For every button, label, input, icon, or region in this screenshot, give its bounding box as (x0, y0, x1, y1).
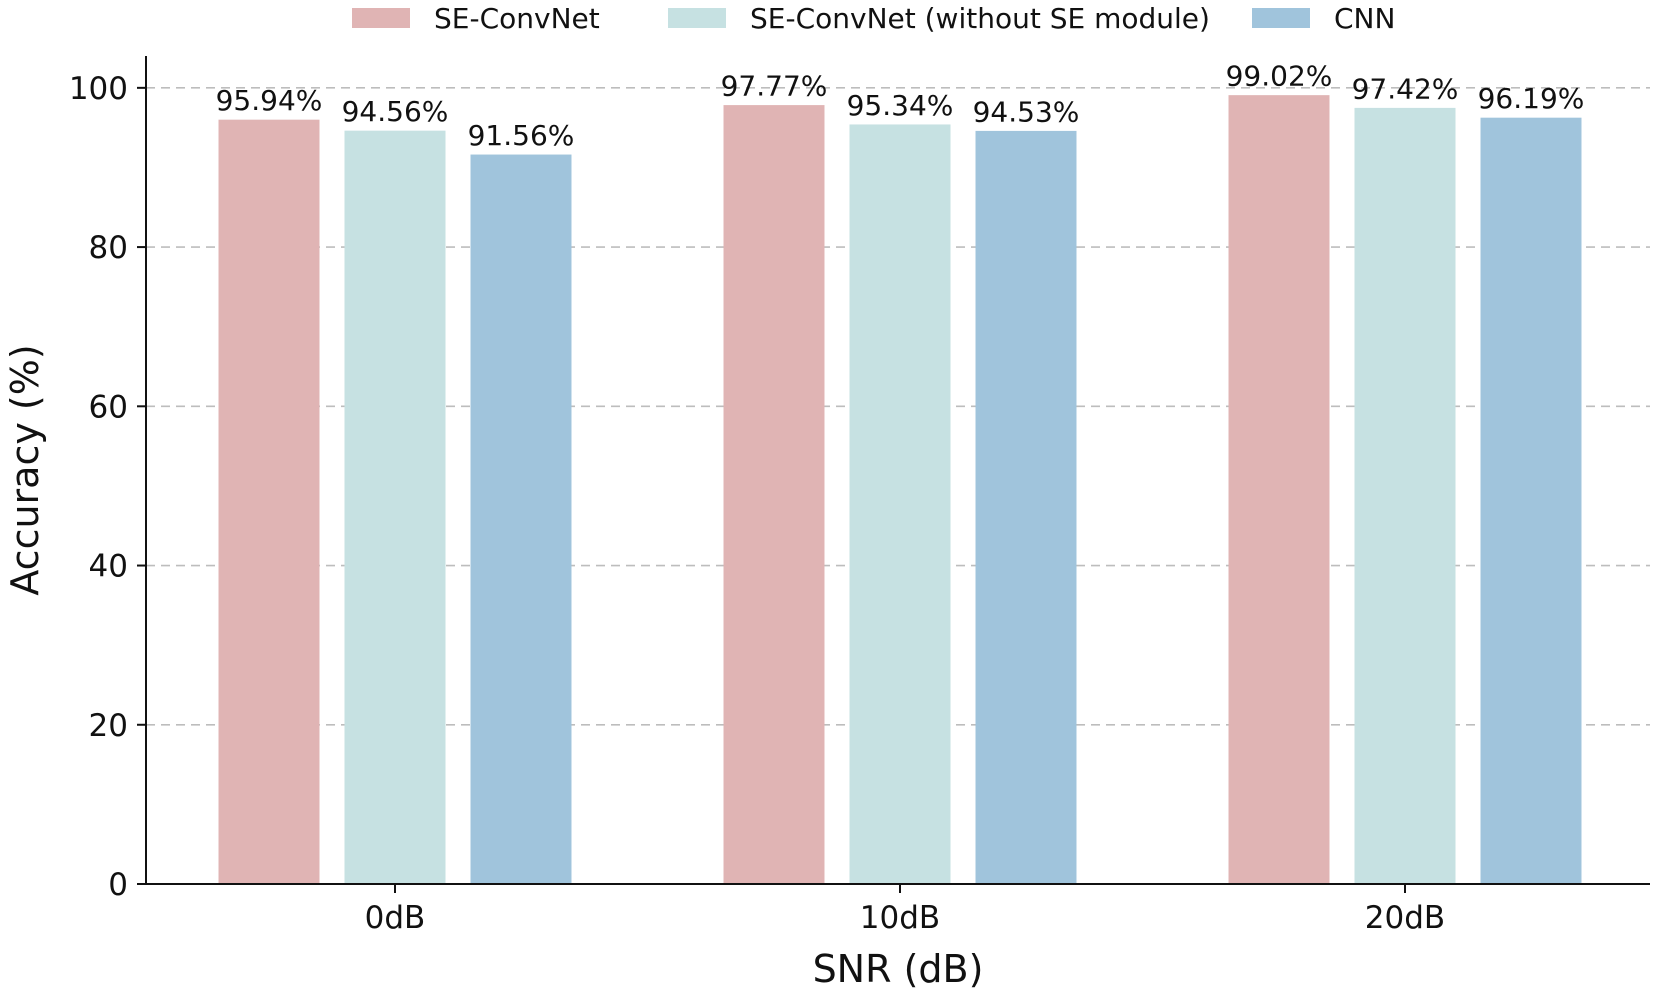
axis-titles: SNR (dB) Accuracy (%) (3, 344, 983, 991)
legend-label-s2: CNN (1334, 2, 1395, 35)
legend-swatch-s0 (352, 8, 410, 28)
bar-s1-0dB (344, 130, 446, 885)
y-tick-label-0: 0 (108, 867, 128, 903)
x-tick-label-20dB: 20dB (1365, 900, 1445, 936)
y-tick-label-60: 60 (89, 389, 128, 425)
data-label-s2-20dB: 96.19% (1478, 82, 1585, 115)
bar-s0-10dB (723, 105, 825, 885)
data-label-s1-0dB: 94.56% (342, 95, 449, 128)
x-tick-label-0dB: 0dB (365, 900, 426, 936)
bars (218, 95, 1582, 885)
legend-swatch-s2 (1252, 8, 1310, 28)
legend-label-s1: SE-ConvNet (without SE module) (750, 2, 1210, 35)
data-label-s0-10dB: 97.77% (721, 70, 828, 103)
legend: SE-ConvNet SE-ConvNet (without SE module)… (352, 2, 1395, 35)
bar-s0-0dB (218, 119, 320, 885)
bar-s0-20dB (1228, 95, 1330, 885)
bar-s2-10dB (975, 130, 1077, 885)
y-tick-label-40: 40 (89, 549, 128, 585)
x-tick-label-10dB: 10dB (860, 900, 940, 936)
data-label-s1-20dB: 97.42% (1352, 72, 1459, 105)
y-tick-label-100: 100 (69, 71, 128, 107)
data-label-s2-10dB: 94.53% (973, 95, 1080, 128)
bar-s2-20dB (1480, 117, 1582, 885)
data-label-s1-10dB: 95.34% (847, 89, 954, 122)
x-axis-title: SNR (dB) (813, 947, 984, 991)
legend-label-s0: SE-ConvNet (434, 2, 600, 35)
data-label-s0-20dB: 99.02% (1226, 60, 1333, 93)
bar-s1-10dB (849, 124, 951, 885)
axes: 0 20 40 60 80 100 0dB 10dB 20dB (69, 56, 1650, 936)
y-tick-label-20: 20 (89, 708, 128, 744)
data-label-s0-0dB: 95.94% (216, 84, 323, 117)
y-axis-title: Accuracy (%) (3, 344, 47, 595)
legend-swatch-s1 (668, 8, 726, 28)
y-tick-label-80: 80 (89, 230, 128, 266)
data-labels: 95.94% 97.77% 99.02% 94.56% 95.34% 97.42% 91.5… (216, 60, 1585, 152)
bar-s1-20dB (1354, 107, 1456, 885)
data-label-s2-0dB: 91.56% (468, 119, 575, 152)
bar-s2-0dB (470, 154, 572, 885)
